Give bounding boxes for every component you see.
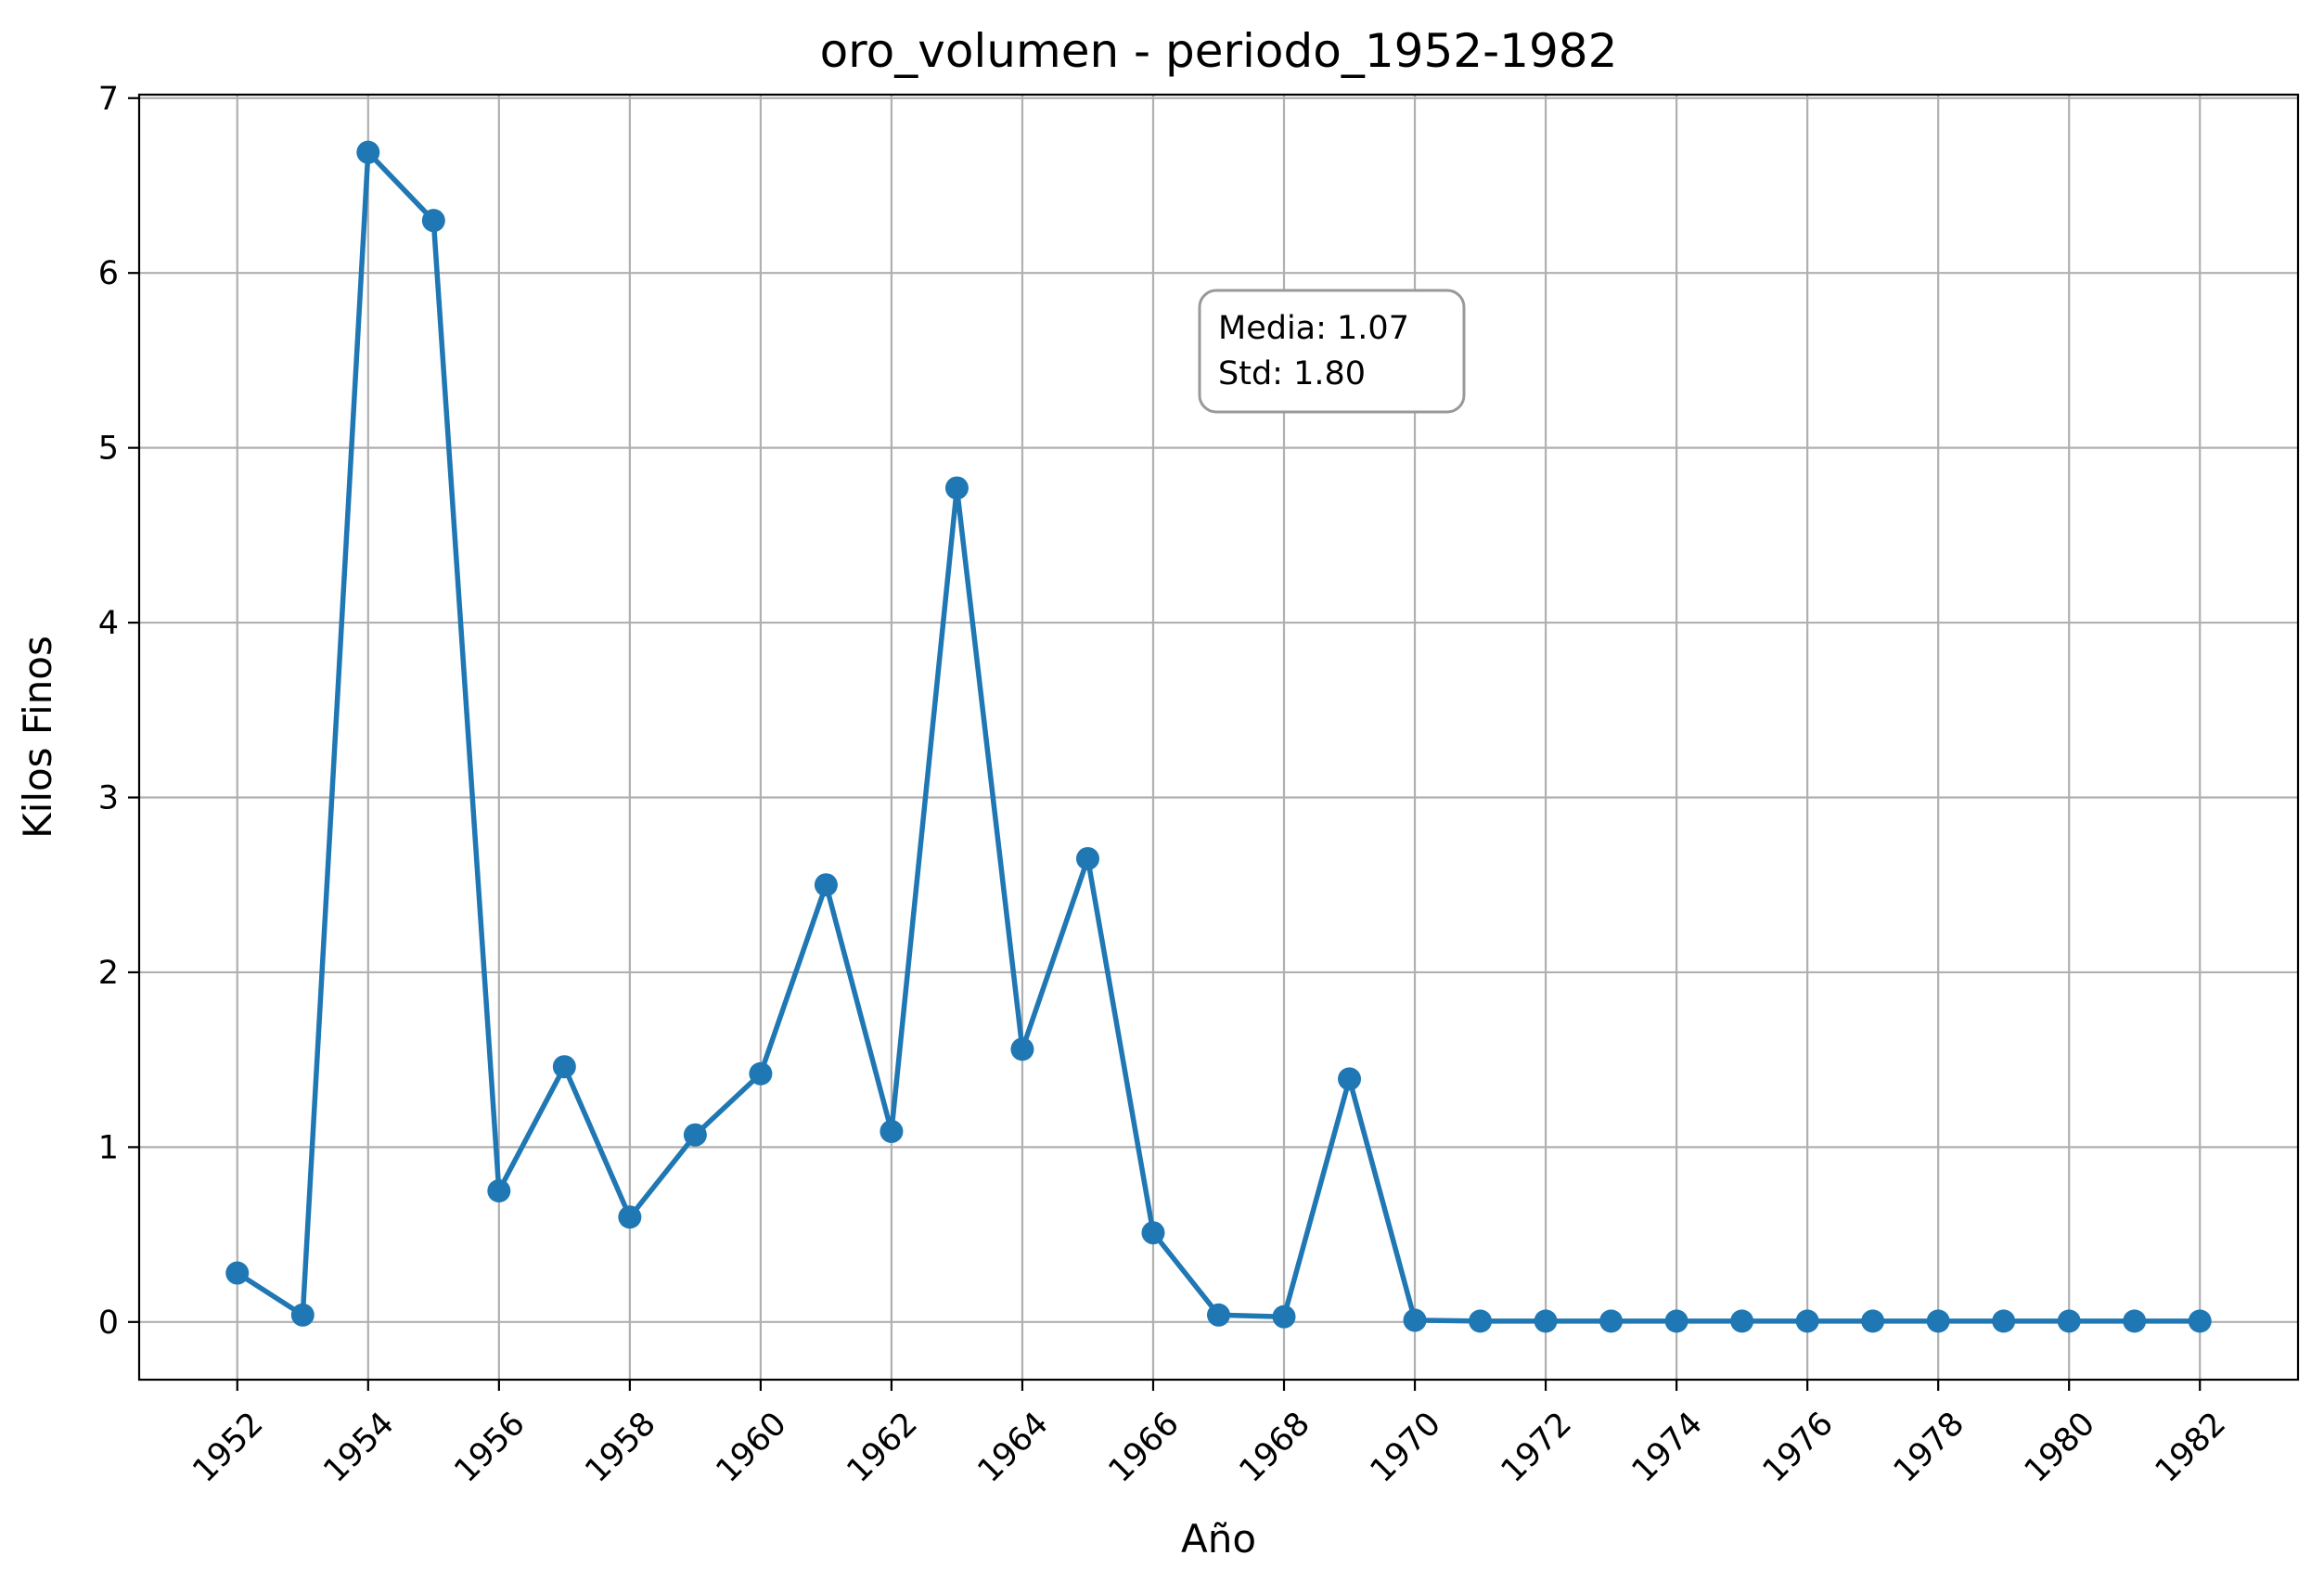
chart-title: oro_volumen - periodo_1952-1982 (820, 24, 1618, 78)
x-tick-label: 1974 (1625, 1406, 1710, 1490)
data-point (356, 140, 380, 164)
y-tick-label: 5 (98, 431, 119, 468)
data-point (1664, 1309, 1688, 1333)
x-tick-label: 1966 (1102, 1406, 1187, 1490)
data-point (1534, 1309, 1558, 1333)
y-tick-label: 2 (98, 955, 119, 992)
data-point (1992, 1309, 2016, 1333)
data-point (1861, 1309, 1885, 1333)
axes-frame (137, 93, 2300, 1382)
data-point (1338, 1067, 1362, 1091)
data-point (225, 1261, 250, 1285)
y-tick-label: 4 (98, 605, 119, 642)
x-tick-label: 1956 (447, 1406, 532, 1490)
data-point (1469, 1309, 1493, 1333)
y-tick-label: 3 (98, 780, 119, 817)
data-point (1207, 1303, 1230, 1327)
data-point (2188, 1309, 2212, 1333)
stats-mean-text: Media: 1.07 (1218, 310, 1409, 347)
data-point (1075, 846, 1099, 870)
series-layer (225, 140, 2212, 1333)
data-point (944, 476, 969, 500)
data-point (1599, 1309, 1624, 1333)
data-point (1926, 1309, 1950, 1333)
data-point (421, 209, 445, 233)
data-point (1730, 1309, 1754, 1333)
x-tick-label: 1972 (1495, 1406, 1579, 1490)
data-point (880, 1119, 904, 1143)
data-point (290, 1303, 315, 1327)
grid (139, 95, 2298, 1380)
y-axis-label: Kilos Finos (15, 636, 60, 839)
x-axis-label: Año (1181, 1516, 1256, 1562)
data-point (1010, 1037, 1034, 1061)
data-point (683, 1123, 707, 1147)
x-tick-label: 1952 (186, 1406, 270, 1490)
x-tick-label: 1978 (1887, 1406, 1971, 1490)
y-tick-label: 0 (98, 1305, 119, 1342)
x-tick-label: 1962 (841, 1406, 925, 1490)
x-tick-label: 1980 (2018, 1406, 2102, 1490)
data-point (2057, 1309, 2081, 1333)
data-point (1141, 1221, 1165, 1245)
x-tick-label: 1964 (971, 1406, 1056, 1490)
y-tick-label: 1 (98, 1129, 119, 1166)
data-point (1403, 1308, 1427, 1332)
data-point (1272, 1305, 1296, 1329)
data-point (814, 873, 838, 897)
data-point (487, 1178, 511, 1202)
data-point (749, 1061, 773, 1086)
ticks: 1952 1954 1956 1958 1960 1962 1964 1966 1968 1970… (98, 81, 2233, 1490)
data-point (2123, 1309, 2147, 1333)
stats-annotation: Media: 1.07 Std: 1.80 (1198, 289, 1466, 414)
x-tick-label: 1970 (1364, 1406, 1448, 1490)
x-tick-label: 1958 (578, 1406, 662, 1490)
data-point (618, 1205, 642, 1229)
stats-std-text: Std: 1.80 (1218, 355, 1366, 392)
x-tick-label: 1982 (2149, 1406, 2233, 1490)
x-tick-label: 1968 (1233, 1406, 1317, 1490)
y-tick-label: 6 (98, 255, 119, 292)
x-tick-label: 1960 (710, 1406, 794, 1490)
stats-box (1198, 289, 1466, 414)
y-tick-label: 7 (98, 81, 119, 118)
x-tick-label: 1976 (1756, 1406, 1841, 1490)
data-point (1795, 1309, 1819, 1333)
x-tick-label: 1954 (316, 1406, 401, 1490)
data-point (552, 1055, 576, 1079)
